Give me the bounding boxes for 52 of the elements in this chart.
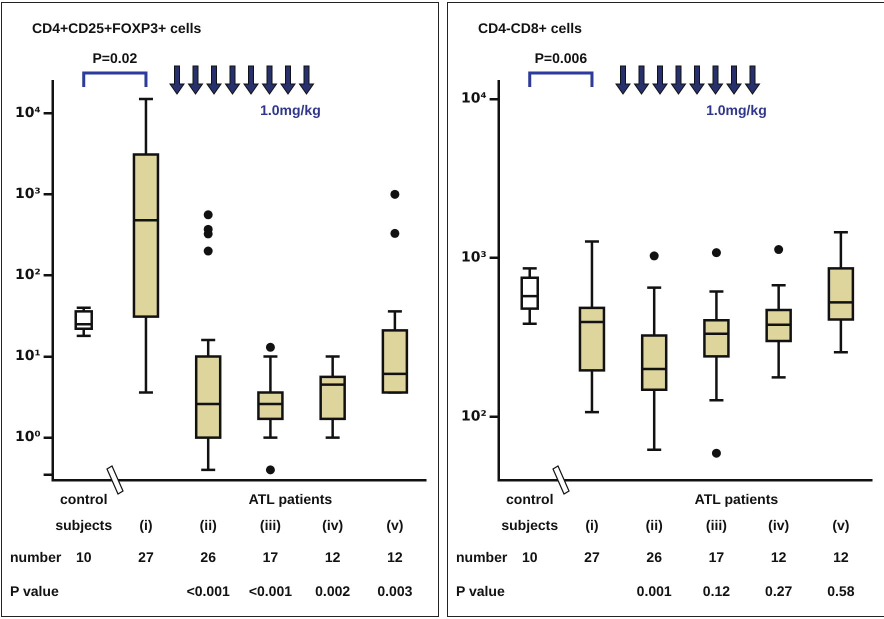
text: 17 <box>708 549 724 565</box>
y-tick-label: 10⁴ <box>14 104 41 121</box>
text: <0.001 <box>248 583 292 599</box>
x-tick-label: (i) <box>139 517 153 533</box>
x-tick-label: (v) <box>832 517 850 533</box>
text: ATL patients <box>248 491 332 507</box>
text: ATL patients <box>694 491 778 507</box>
text: P value <box>456 583 505 599</box>
x-tick-label: control subjects <box>501 491 558 533</box>
text: P value <box>10 583 59 599</box>
text: <0.001 <box>186 583 230 599</box>
x-tick-label: (ii) <box>646 517 663 533</box>
text: number <box>10 549 62 565</box>
chart-title: CD4-CD8+ cells <box>478 20 582 36</box>
y-tick-label: 10⁴ <box>460 90 487 107</box>
annotation: 1.0mg/kg <box>706 102 767 118</box>
y-tick-label: 10¹ <box>14 348 41 364</box>
text: 17 <box>262 549 278 565</box>
x-tick-label: (iv) <box>322 517 344 533</box>
text: P=0.006 <box>534 50 588 66</box>
x-tick-label: (iii) <box>706 517 727 533</box>
text: 26 <box>200 549 216 565</box>
text: 12 <box>770 549 787 565</box>
text: 0.001 <box>636 583 672 599</box>
y-tick-label: 10³ <box>460 250 487 266</box>
x-tick-label: (ii) <box>200 517 217 533</box>
text: 0.27 <box>765 583 792 599</box>
text: 27 <box>584 549 600 565</box>
x-tick-label: control subjects <box>55 491 112 533</box>
x-tick-label: (iv) <box>768 517 790 533</box>
text: number <box>456 549 508 565</box>
text: 10 <box>76 549 92 565</box>
text: 26 <box>646 549 662 565</box>
y-tick-label: 10³ <box>14 186 41 202</box>
text: 0.002 <box>315 583 350 599</box>
text: 0.58 <box>827 583 855 599</box>
x-tick-label: (i) <box>585 517 599 533</box>
annotation: 1.0mg/kg <box>260 102 321 118</box>
text: 27 <box>138 549 154 565</box>
y-tick-label: 10² <box>460 408 487 424</box>
text: 12 <box>387 549 403 565</box>
chart-title: CD4+CD25+FOXP3+ cells <box>32 20 202 36</box>
text: 12 <box>833 549 849 565</box>
text: 0.12 <box>702 583 730 599</box>
y-tick-label: 10² <box>14 267 41 284</box>
text: 12 <box>324 549 341 565</box>
x-tick-label: (v) <box>386 517 404 533</box>
y-tick-label: 10⁰ <box>14 429 41 446</box>
text: P=0.02 <box>92 50 138 66</box>
text: 0.003 <box>377 583 413 599</box>
text: 10 <box>522 549 538 565</box>
x-tick-label: (iii) <box>260 517 281 533</box>
